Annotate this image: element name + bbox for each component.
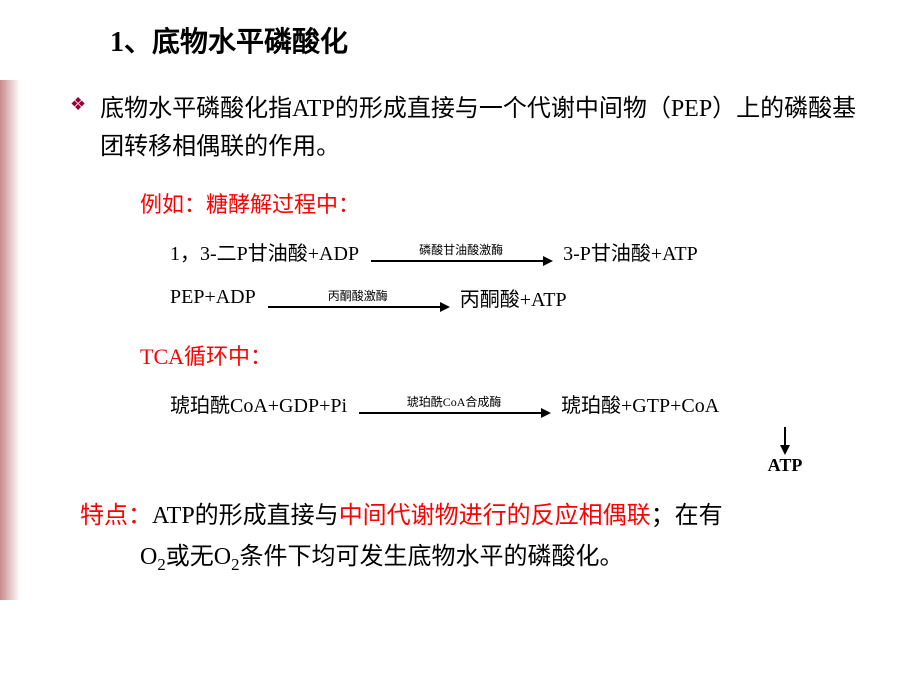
reaction-1-arrow: 磷酸甘油酸激酶 [371, 241, 551, 262]
reaction-3: 琥珀酰CoA+GDP+Pi 琥珀酰CoA合成酶 琥珀酸+GTP+CoA [170, 381, 880, 427]
reaction-2-arrow: 丙酮酸激酶 [268, 287, 448, 308]
reaction-2-enzyme: 丙酮酸激酶 [328, 287, 388, 304]
diamond-bullet-icon: ❖ [70, 94, 86, 115]
tca-reactions: 琥珀酰CoA+GDP+Pi 琥珀酰CoA合成酶 琥珀酸+GTP+CoA [170, 381, 880, 427]
arrow-icon [359, 412, 549, 414]
atp-label: ATP [768, 455, 803, 476]
feature-p3: ；在有 [651, 503, 723, 529]
reaction-2-left: PEP+ADP [170, 286, 256, 309]
glycolysis-reactions: 1，3-二P甘油酸+ADP 磷酸甘油酸激酶 3-P甘油酸+ATP PEP+ADP… [170, 229, 880, 321]
reaction-2-right: 丙酮酸+ATP [460, 283, 567, 312]
reaction-3-right: 琥珀酸+GTP+CoA [561, 389, 719, 418]
reaction-3-left: 琥珀酰CoA+GDP+Pi [170, 389, 347, 418]
feature-p5: 或无O2 [166, 544, 240, 570]
reaction-1-enzyme: 磷酸甘油酸激酶 [419, 241, 503, 258]
atp-conversion: ATP [690, 427, 880, 476]
reaction-2: PEP+ADP 丙酮酸激酶 丙酮酸+ATP [170, 275, 880, 321]
feature-indent [80, 544, 140, 570]
slide-content: 1、底物水平磷酸化 ❖ 底物水平磷酸化指ATP的形成直接与一个代谢中间物（PEP… [0, 0, 920, 599]
example-label: 例如：糖酵解过程中： [140, 187, 880, 219]
feature-p2: 中间代谢物进行的反应相偶联 [339, 503, 651, 529]
reaction-3-arrow: 琥珀酰CoA合成酶 [359, 393, 549, 414]
feature-o2a: O2 [140, 544, 166, 570]
feature-p1: ATP的形成直接与 [152, 503, 339, 529]
feature-text: 特点：ATP的形成直接与中间代谢物进行的反应相偶联；在有 O2或无O2条件下均可… [80, 496, 880, 579]
definition-text: 底物水平磷酸化指ATP的形成直接与一个代谢中间物（PEP）上的磷酸基团转移相偶联… [100, 90, 880, 167]
reaction-3-enzyme: 琥珀酰CoA合成酶 [407, 393, 502, 410]
feature-label: 特点： [80, 503, 152, 529]
arrow-icon [371, 260, 551, 262]
reaction-1: 1，3-二P甘油酸+ADP 磷酸甘油酸激酶 3-P甘油酸+ATP [170, 229, 880, 275]
feature-p6: 条件下均可发生底物水平的磷酸化。 [239, 544, 623, 570]
decorative-stripe [0, 80, 20, 600]
arrow-icon [268, 306, 448, 308]
slide-title: 1、底物水平磷酸化 [110, 20, 880, 60]
tca-label: TCA循环中： [140, 339, 880, 371]
definition-row: ❖ 底物水平磷酸化指ATP的形成直接与一个代谢中间物（PEP）上的磷酸基团转移相… [70, 90, 880, 167]
down-arrow-icon [784, 427, 786, 453]
reaction-1-left: 1，3-二P甘油酸+ADP [170, 237, 359, 266]
reaction-1-right: 3-P甘油酸+ATP [563, 237, 698, 266]
